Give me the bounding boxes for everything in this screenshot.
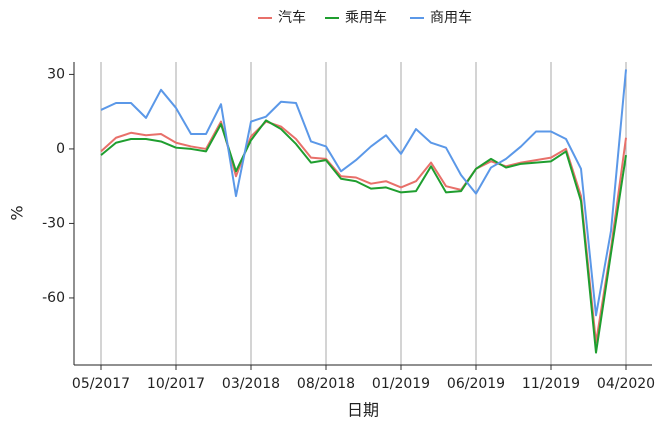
- x-tick-label: 06/2019: [447, 376, 505, 392]
- x-tick-label: 01/2019: [372, 376, 430, 392]
- x-axis-label: 日期: [347, 401, 379, 420]
- y-tick-label: -60: [42, 290, 65, 306]
- y-tick-label: 30: [47, 66, 65, 82]
- x-tick-label: 11/2019: [522, 376, 580, 392]
- y-tick-label: -30: [42, 215, 65, 231]
- x-tick-label: 10/2017: [147, 376, 205, 392]
- series-line: [100, 119, 627, 354]
- series-line: [100, 69, 627, 317]
- x-tick-label: 04/2020: [597, 376, 655, 392]
- legend-label: 乘用车: [345, 9, 387, 26]
- series-line: [100, 120, 627, 344]
- legend-label: 汽车: [278, 9, 306, 26]
- x-tick-label: 05/2017: [72, 376, 130, 392]
- y-axis-label: %: [8, 205, 27, 220]
- x-tick-label: 08/2018: [297, 376, 355, 392]
- legend-label: 商用车: [430, 9, 472, 26]
- x-tick-label: 03/2018: [222, 376, 280, 392]
- y-tick-label: 0: [56, 141, 65, 157]
